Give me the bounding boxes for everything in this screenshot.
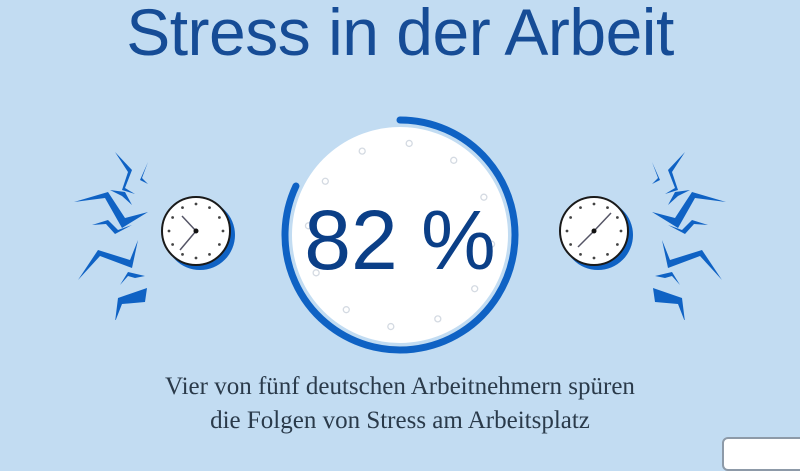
caption-line-2: die Folgen von Stress am Arbeitsplatz bbox=[210, 407, 590, 434]
clock-tick bbox=[167, 229, 171, 233]
clock-tick bbox=[565, 229, 569, 233]
caption-line-1: Vier von fünf deutschen Arbeitnehmern sp… bbox=[165, 373, 635, 400]
gauge-dot bbox=[321, 177, 329, 185]
gauge-dot bbox=[358, 147, 366, 155]
stat-value: 82 % bbox=[304, 193, 496, 287]
clock-icon bbox=[559, 196, 633, 270]
clock-tick bbox=[208, 206, 211, 210]
clock-tick bbox=[221, 229, 225, 233]
gauge-face bbox=[292, 127, 508, 343]
clock-tick bbox=[569, 243, 573, 246]
clock-tick bbox=[217, 243, 221, 246]
clock-icon bbox=[161, 196, 235, 270]
stat-gauge bbox=[281, 116, 519, 354]
clock-tick bbox=[579, 206, 582, 210]
gauge-dot bbox=[487, 240, 496, 248]
gauge-dot bbox=[450, 156, 458, 164]
clock-tick bbox=[606, 252, 609, 256]
clock-tick bbox=[619, 229, 623, 233]
gauge-dot bbox=[387, 322, 395, 331]
clock-tick bbox=[208, 252, 211, 256]
caption: Vier von fünf deutschen Arbeitnehmern sp… bbox=[0, 370, 800, 438]
clock-tick bbox=[606, 206, 609, 210]
clock-tick bbox=[592, 256, 596, 260]
stress-lightning-icon bbox=[74, 152, 148, 320]
clock-tick bbox=[181, 252, 184, 256]
gauge-dot bbox=[480, 193, 488, 201]
clock-tick bbox=[194, 256, 198, 260]
clock-tick bbox=[217, 216, 221, 219]
gauge-dot bbox=[405, 139, 413, 148]
gauge-progress-arc bbox=[281, 116, 519, 354]
stress-lightning-icon bbox=[652, 152, 726, 320]
gauge-dot bbox=[434, 315, 442, 323]
clock-tick bbox=[171, 216, 175, 219]
gauge-dot bbox=[312, 269, 320, 277]
clock-tick bbox=[579, 252, 582, 256]
clock-tick bbox=[569, 216, 573, 219]
gauge-dots bbox=[304, 139, 496, 331]
corner-panel[interactable] bbox=[722, 437, 800, 471]
page-title: Stress in der Arbeit bbox=[126, 0, 674, 69]
clock-tick bbox=[615, 216, 619, 219]
clock-tick bbox=[194, 202, 198, 206]
clock-tick bbox=[615, 243, 619, 246]
clock-tick bbox=[592, 202, 596, 206]
clock-tick bbox=[181, 206, 184, 210]
gauge-dot bbox=[342, 306, 350, 314]
gauge-dot bbox=[304, 222, 313, 230]
clock-tick bbox=[171, 243, 175, 246]
gauge-dot bbox=[471, 285, 479, 293]
